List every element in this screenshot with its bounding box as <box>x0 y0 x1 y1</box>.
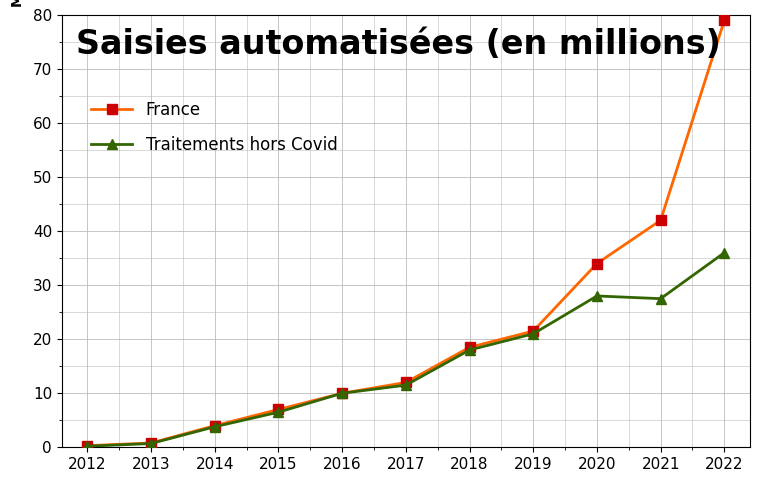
France <box>210 422 220 428</box>
France <box>401 380 410 386</box>
France <box>720 17 729 23</box>
Traitements hors Covid <box>720 249 729 255</box>
France <box>83 443 92 449</box>
Traitements hors Covid <box>529 331 538 337</box>
Line: France: France <box>83 15 729 451</box>
Traitements hors Covid <box>146 440 155 446</box>
Traitements hors Covid <box>83 443 92 449</box>
Traitements hors Covid <box>210 424 220 430</box>
France <box>274 407 283 413</box>
France <box>465 344 474 350</box>
Text: Millions: Millions <box>10 0 24 6</box>
Traitements hors Covid <box>401 382 410 388</box>
Text: Saisies automatisées (en millions): Saisies automatisées (en millions) <box>76 28 720 61</box>
Legend: France, Traitements hors Covid: France, Traitements hors Covid <box>90 101 338 154</box>
Traitements hors Covid <box>338 390 347 396</box>
France <box>146 440 155 446</box>
France <box>592 260 601 266</box>
Line: Traitements hors Covid: Traitements hors Covid <box>83 248 729 451</box>
Traitements hors Covid <box>465 347 474 353</box>
France <box>529 328 538 334</box>
France <box>656 217 666 223</box>
France <box>338 390 347 396</box>
Traitements hors Covid <box>656 296 666 302</box>
Traitements hors Covid <box>592 293 601 299</box>
Traitements hors Covid <box>274 409 283 415</box>
